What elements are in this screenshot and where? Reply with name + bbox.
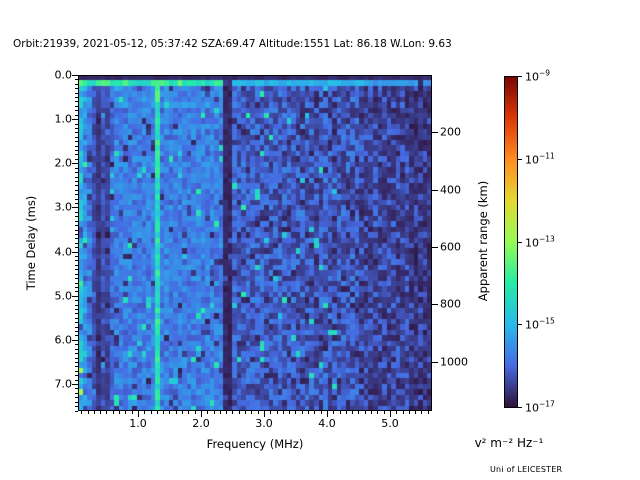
x-tick-label: 3.0 xyxy=(255,417,273,430)
spectrogram-heatmap-canvas xyxy=(78,75,432,411)
y-tick-label: 1.0 xyxy=(54,112,73,126)
y-tick-label: 3.0 xyxy=(54,200,73,214)
colorbar-tick-label: 10−11 xyxy=(525,151,555,167)
x-axis-label: Frequency (MHz) xyxy=(206,437,304,451)
x-tick-label: 4.0 xyxy=(318,417,336,430)
plot-title: Orbit:21939, 2021-05-12, 05:37:42 SZA:69… xyxy=(13,38,452,50)
x-tick-label: 5.0 xyxy=(381,417,399,430)
colorbar-tick-label: 10−13 xyxy=(525,234,555,249)
colorbar-canvas xyxy=(504,76,517,407)
y2-tick-label: 200 xyxy=(440,125,461,139)
y-tick-label: 0.0 xyxy=(54,68,73,82)
colorbar-tick-label: 10−9 xyxy=(525,68,551,84)
y-tick-label: 2.0 xyxy=(54,156,73,170)
y-tick-label: 4.0 xyxy=(54,245,73,259)
y2-tick-label: 800 xyxy=(440,297,461,311)
y-tick-label: 5.0 xyxy=(54,289,73,303)
y-tick-label: 6.0 xyxy=(54,333,73,347)
colorbar-unit-label: v² m⁻² Hz⁻¹ xyxy=(474,436,544,450)
y2-axis-label: Apparent range (km) xyxy=(476,180,490,302)
colorbar-tick-label: 10−15 xyxy=(525,316,555,332)
y2-tick-label: 600 xyxy=(440,240,461,254)
y-axis-label: Time Delay (ms) xyxy=(24,195,38,291)
y2-tick-label: 400 xyxy=(440,183,461,197)
credit-text: Uni of LEICESTER xyxy=(490,465,563,474)
y-tick-label: 7.0 xyxy=(54,377,73,391)
colorbar-tick-label: 10−17 xyxy=(525,399,555,415)
x-tick-label: 1.0 xyxy=(129,417,147,430)
x-tick-label: 2.0 xyxy=(192,417,210,430)
y2-tick-label: 1000 xyxy=(440,355,468,369)
